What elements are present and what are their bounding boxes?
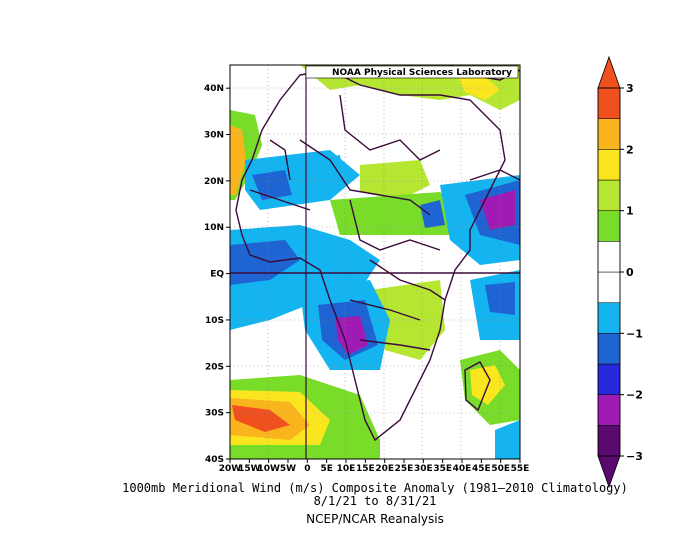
title-line2: 8/1/21 to 8/31/21 (314, 494, 437, 508)
title-line1: 1000mb Meridional Wind (m/s) Composite A… (122, 481, 628, 495)
colorbar-label: −3 (626, 450, 643, 463)
colorbar-label: 3 (626, 82, 634, 95)
lon-tick-label: 5E (320, 464, 332, 474)
lab-label: NOAA Physical Sciences Laboratory (332, 68, 512, 78)
colorbar-label: 0 (626, 266, 634, 279)
colorbar-segment (597, 333, 621, 365)
coastlines (235, 65, 520, 442)
lat-tick-label: 20N (204, 177, 224, 187)
anomaly-dark-blue-west (230, 240, 300, 285)
lon-tick-label: 30E (414, 464, 433, 474)
lat-tick-label: 40S (205, 455, 224, 465)
lon-tick-label: 55E (511, 464, 530, 474)
lat-tick-label: 20S (205, 362, 224, 372)
colorbar-segment (597, 271, 621, 303)
lon-tick-label: 35E (433, 464, 452, 474)
colorbar-segment (597, 394, 621, 426)
colorbar-segment (597, 179, 621, 211)
title-line3: NCEP/NCAR Reanalysis (306, 512, 444, 526)
colorbar-segment (597, 241, 621, 273)
lon-tick-label: 50E (491, 464, 510, 474)
lon-tick-label: 15E (356, 464, 375, 474)
map-panel: NOAA Physical Sciences Laboratory 40N 30N… (204, 64, 530, 474)
colorbar-segment (597, 363, 621, 395)
colorbar-label: −2 (626, 389, 643, 402)
lon-tick-label: 25E (395, 464, 414, 474)
lon-tick-label: 0 (304, 464, 310, 474)
lon-tick-label: 45E (472, 464, 491, 474)
colorbar-top-arrow (597, 55, 621, 89)
lat-tick-label: 30N (204, 131, 224, 141)
anomaly-dark-blue-horn (420, 200, 445, 228)
colorbar: 3 2 1 0 −1 −2 −3 (597, 55, 643, 489)
anomaly-purple-east (480, 190, 515, 230)
lat-tick-label: 40N (204, 84, 224, 94)
colorbar-segment (597, 425, 621, 457)
lon-tick-label: 20W (219, 464, 242, 474)
anomaly-dark-blue-indian-ocean (485, 282, 515, 315)
lat-tick-label: 30S (205, 409, 224, 419)
lat-tick-label: EQ (210, 270, 224, 280)
anomaly-dark-blue-sahel (252, 170, 292, 200)
lab-label-box (305, 65, 519, 79)
anomaly-fill-layer (230, 65, 520, 459)
colorbar-segment (597, 149, 621, 181)
anomaly-yellow-center (360, 160, 430, 200)
latitude-labels: 40N 30N 20N 10N EQ 10S 20S 30S 40S (204, 84, 230, 465)
anomaly-orange-west (230, 125, 246, 195)
lon-tick-label: 10W (257, 464, 280, 474)
colorbar-segment (597, 87, 621, 119)
lon-tick-label: 40E (453, 464, 472, 474)
anomaly-yellow-southern-africa (370, 280, 445, 360)
anomaly-negative-southeast (495, 420, 520, 459)
colorbar-label: 1 (626, 205, 634, 218)
colorbar-segment (597, 210, 621, 242)
anomaly-red-south (232, 405, 290, 432)
colorbar-segment (597, 302, 621, 334)
anomaly-purple-central (335, 316, 368, 355)
map-frame (229, 64, 521, 460)
colorbar-label: −1 (626, 327, 643, 340)
lon-tick-label: 10E (337, 464, 356, 474)
colorbar-segment (597, 118, 621, 150)
lat-tick-label: 10N (204, 223, 224, 233)
lat-tick-label: 10S (205, 316, 224, 326)
lon-tick-label: 5W (280, 464, 296, 474)
lon-tick-label: 15W (238, 464, 261, 474)
colorbar-label: 2 (626, 143, 634, 156)
lon-tick-label: 20E (375, 464, 394, 474)
